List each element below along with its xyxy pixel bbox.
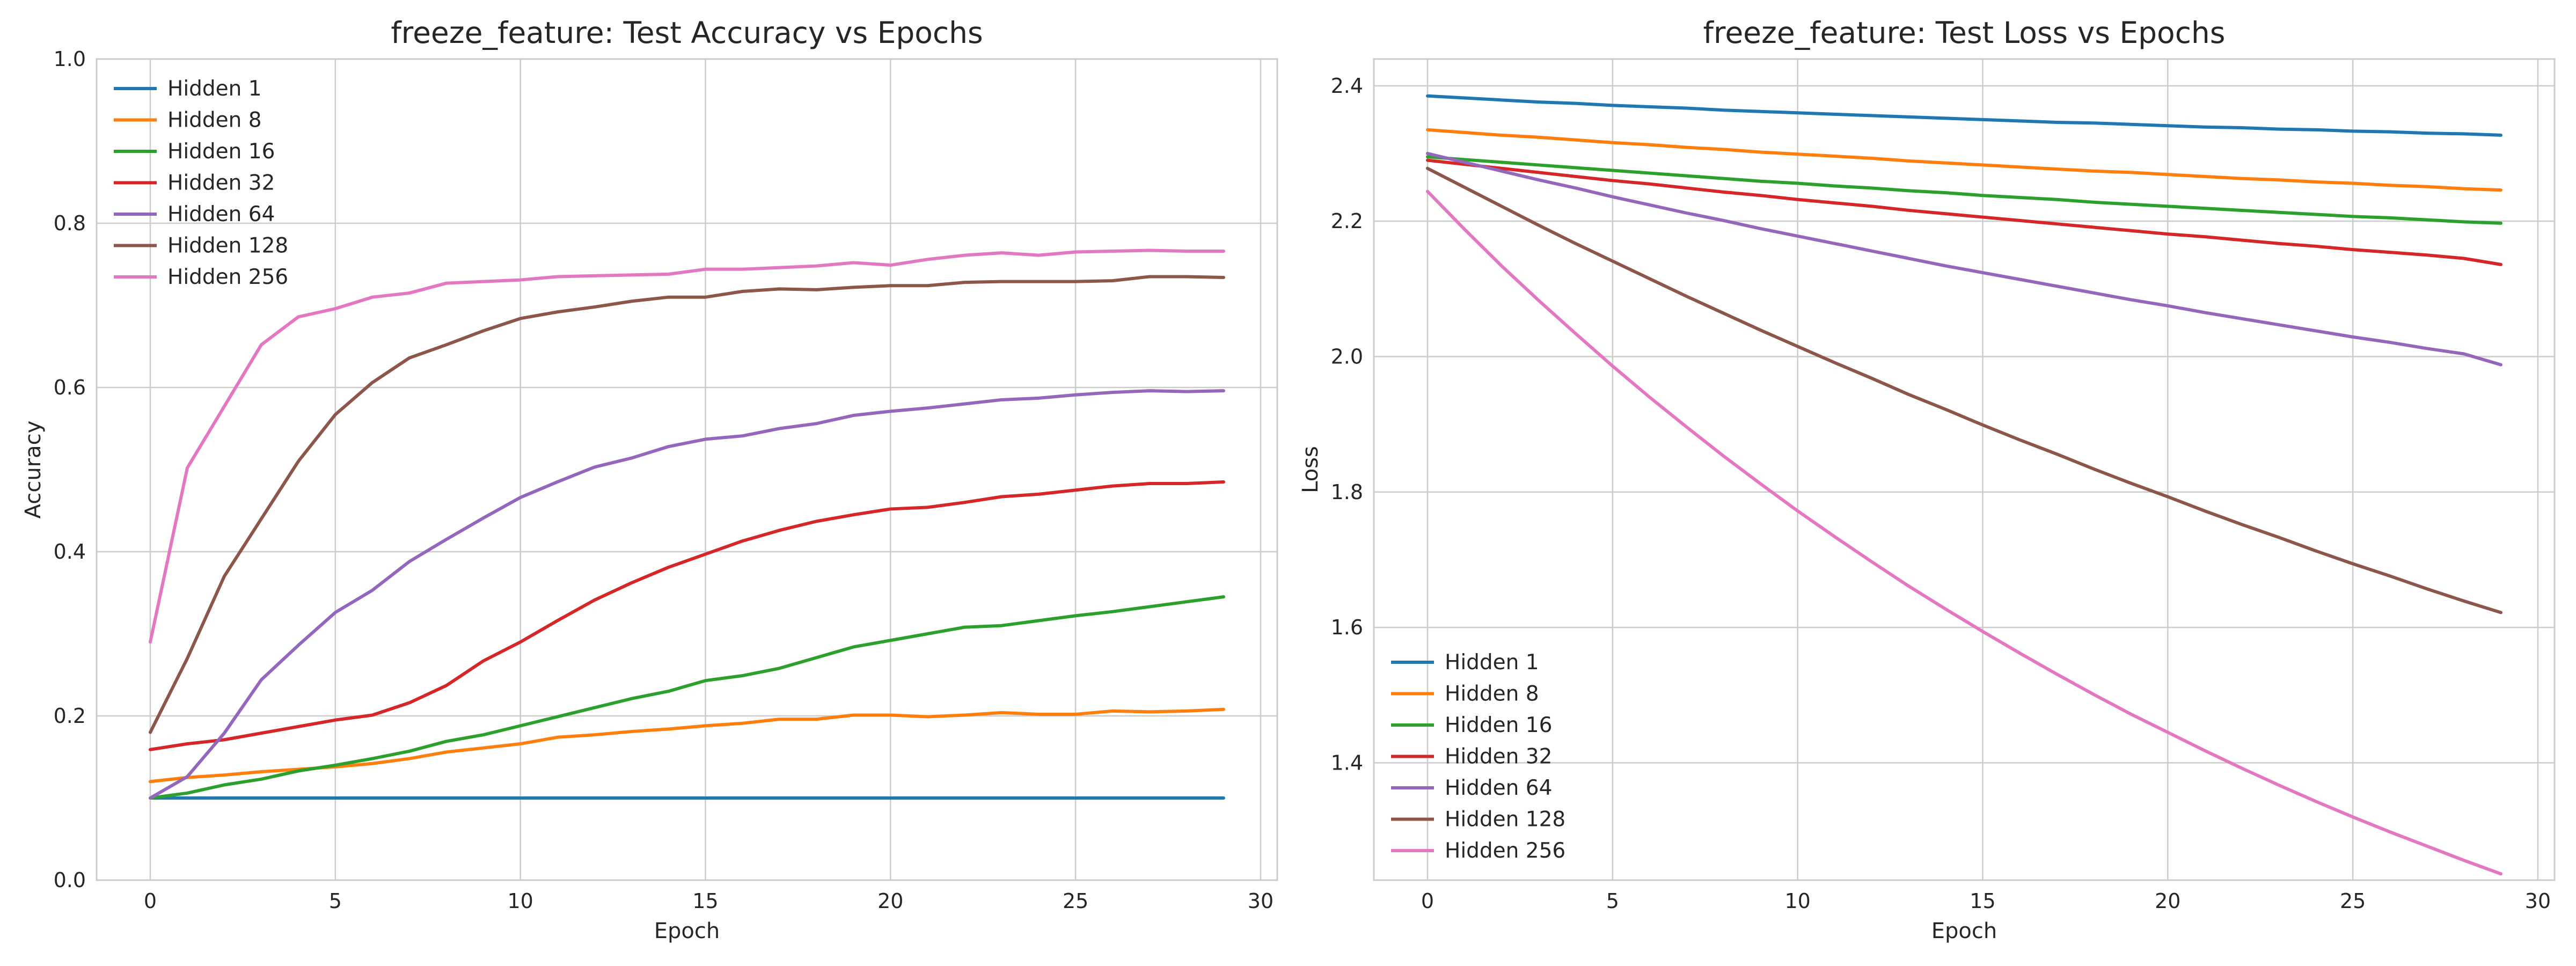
series-line-hidden-256 [149, 248, 1225, 644]
legend-label: Hidden 32 [1445, 745, 1552, 769]
legend: Hidden 1 Hidden 8 Hidden 16 Hidden 32 Hidden… [1391, 650, 1565, 863]
legend-label: Hidden 64 [167, 202, 275, 226]
y-tick-label: 0.0 [54, 868, 86, 892]
series-line-hidden-32 [1426, 158, 2502, 266]
series-line-hidden-8 [149, 707, 1225, 784]
y-tick-label: 1.4 [1331, 751, 1363, 774]
legend-label: Hidden 32 [167, 171, 275, 195]
series-line-hidden-128 [1426, 166, 2502, 614]
y-tick-label: 0.8 [54, 211, 86, 235]
legend-label: Hidden 8 [167, 108, 262, 133]
y-tick-label: 0.2 [54, 704, 86, 728]
x-tick-label: 30 [1248, 889, 1274, 913]
x-tick-label: 25 [2340, 889, 2366, 913]
series-line-hidden-64 [149, 389, 1225, 800]
legend-label: Hidden 16 [1445, 713, 1552, 737]
y-tick-label: 1.6 [1331, 616, 1363, 639]
chart-panel-1: 0 5 10 15 20 25 30 0.0 0.2 0.4 0.6 0.8 1.0 freeze_fea… [21, 16, 1278, 943]
y-tick-label: 0.4 [54, 540, 86, 564]
x-tick-label: 0 [1421, 889, 1434, 913]
y-axis-label: Loss [1298, 446, 1323, 493]
x-tick-label: 0 [144, 889, 157, 913]
plot-area-frame [1373, 58, 2556, 881]
x-tick-label: 10 [507, 889, 533, 913]
legend-label: Hidden 128 [1445, 808, 1565, 832]
y-tick-label: 2.2 [1331, 209, 1363, 233]
plot-area-frame [96, 58, 1278, 881]
legend-label: Hidden 8 [1445, 682, 1539, 706]
x-tick-label: 15 [692, 889, 718, 913]
series-line-hidden-64 [1426, 151, 2502, 367]
legend-label: Hidden 1 [1445, 650, 1539, 675]
y-axis-label: Accuracy [21, 421, 46, 519]
y-tick-label: 0.6 [54, 376, 86, 399]
series-line-hidden-1 [1426, 94, 2502, 137]
x-tick-label: 5 [329, 889, 342, 913]
legend-label: Hidden 256 [1445, 839, 1565, 863]
series-line-hidden-32 [149, 480, 1225, 751]
series-line-hidden-16 [149, 595, 1225, 800]
x-axis-label: Epoch [1931, 919, 1997, 943]
legend-label: Hidden 128 [167, 234, 288, 258]
x-tick-label: 20 [877, 889, 903, 913]
y-tick-label: 2.4 [1331, 74, 1363, 98]
legend-label: Hidden 16 [167, 140, 275, 164]
legend: Hidden 1 Hidden 8 Hidden 16 Hidden 32 Hidden… [114, 77, 288, 289]
chart-panel-2: 0 5 10 15 20 25 30 1.4 1.6 1.8 2.0 2.2 2.4 freeze_fea… [1298, 16, 2556, 943]
x-tick-label: 20 [2155, 889, 2180, 913]
x-tick-label: 15 [1970, 889, 1995, 913]
y-tick-label: 2.0 [1331, 345, 1363, 368]
y-tick-label: 1.0 [54, 47, 86, 71]
series-line-hidden-256 [1426, 189, 2502, 876]
legend-label: Hidden 64 [1445, 776, 1552, 800]
chart-title: freeze_feature: Test Accuracy vs Epochs [391, 16, 983, 50]
x-tick-label: 5 [1606, 889, 1619, 913]
chart-title: freeze_feature: Test Loss vs Epochs [1703, 16, 2226, 50]
x-tick-label: 30 [2525, 889, 2551, 913]
series-line-hidden-8 [1426, 128, 2502, 192]
series-line-hidden-128 [149, 275, 1225, 734]
x-tick-label: 10 [1784, 889, 1810, 913]
series-line-hidden-16 [1426, 155, 2502, 225]
x-tick-label: 25 [1063, 889, 1088, 913]
legend-label: Hidden 256 [167, 265, 288, 289]
y-tick-label: 1.8 [1331, 480, 1363, 504]
x-axis-label: Epoch [654, 919, 720, 943]
legend-label: Hidden 1 [167, 77, 262, 101]
